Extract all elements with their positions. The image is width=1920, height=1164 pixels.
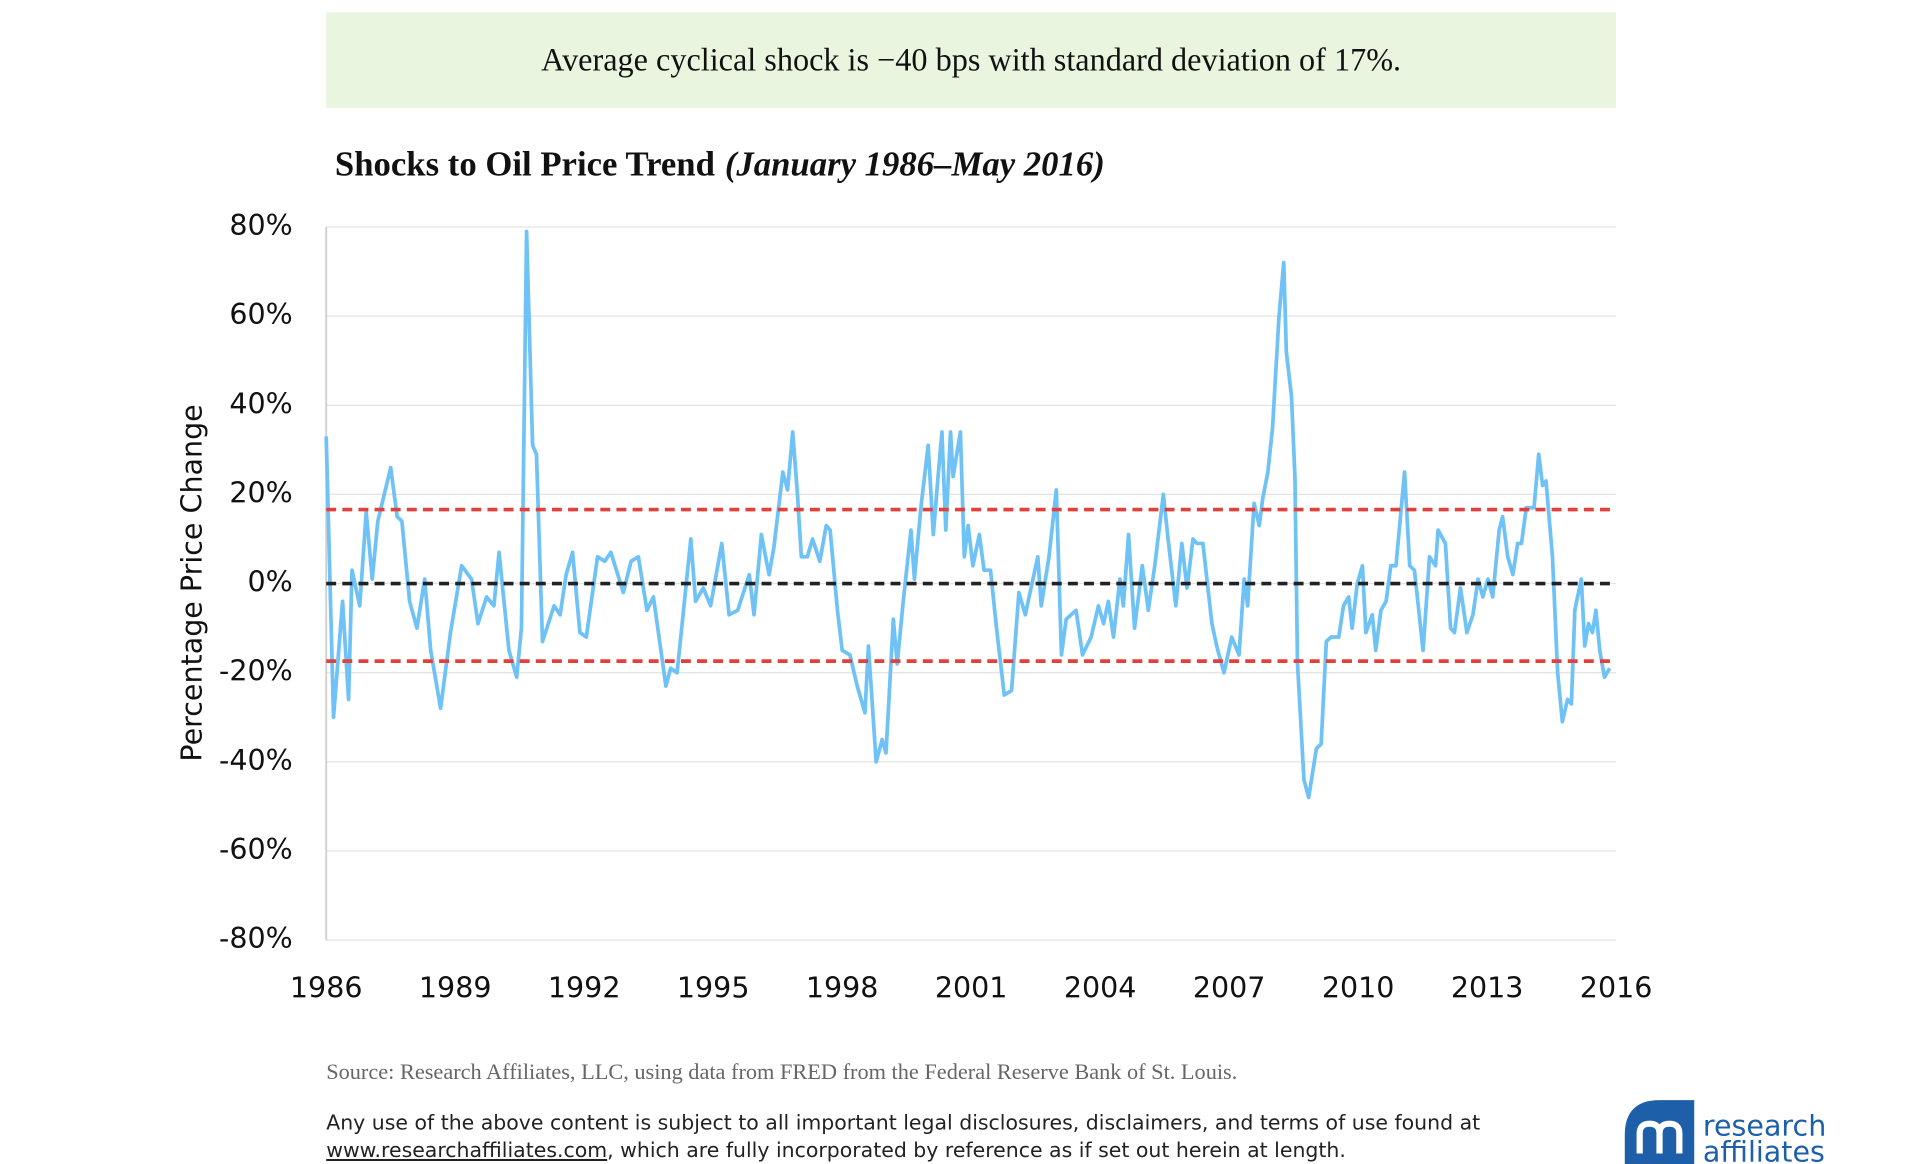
y-tick-label: -20% (219, 655, 293, 688)
disclaimer-line: Any use of the above content is subject … (326, 1111, 1480, 1135)
data-line (324, 229, 1612, 800)
y-axis-label: Percentage Price Change (176, 404, 209, 761)
x-tick-label: 1995 (677, 972, 750, 1005)
banner-text: Average cyclical shock is −40 bps with s… (541, 42, 1401, 78)
y-tick-label: 20% (229, 476, 292, 509)
x-tick-label: 1986 (290, 972, 363, 1005)
banner-background (326, 12, 1617, 108)
chart-title-line: Shocks to Oil Price Trend (January 1986–M… (335, 144, 1105, 183)
disclaimer-line: www.researchaffiliates.com, which are fu… (326, 1138, 1346, 1162)
y-tick-label: -80% (219, 922, 293, 955)
logo: research affiliates (1624, 1100, 1826, 1164)
chart-subtitle: (January 1986–May 2016) (725, 144, 1105, 183)
y-tick-label: 60% (229, 298, 292, 331)
x-tick-label: 2016 (1580, 972, 1653, 1005)
y-tick-label: -40% (219, 744, 293, 777)
x-tick-label: 2004 (1064, 972, 1137, 1005)
y-tick-label: -60% (219, 833, 293, 866)
x-tick-label: 2001 (935, 972, 1008, 1005)
chart-title: Shocks to Oil Price Trend (335, 144, 715, 183)
x-tick-label: 1989 (419, 972, 492, 1005)
disclaimer-text: , which are fully incorporated by refere… (607, 1138, 1346, 1162)
logo-glyph (1636, 1120, 1683, 1154)
x-tick-label: 2010 (1322, 972, 1395, 1005)
source-note: Source: Research Affiliates, LLC, using … (326, 1059, 1237, 1084)
y-tick-label: 80% (229, 209, 292, 242)
y-tick-label: 40% (229, 387, 292, 420)
x-tick-label: 1992 (548, 972, 621, 1005)
y-tick-label: 0% (247, 566, 292, 599)
logo-text: research (1703, 1109, 1826, 1142)
disclaimer-link[interactable]: www.researchaffiliates.com (326, 1138, 607, 1162)
x-tick-label: 1998 (806, 972, 879, 1005)
x-tick-label: 2007 (1193, 972, 1266, 1005)
x-tick-label: 2013 (1451, 972, 1524, 1005)
logo-text: affiliates (1703, 1135, 1825, 1164)
